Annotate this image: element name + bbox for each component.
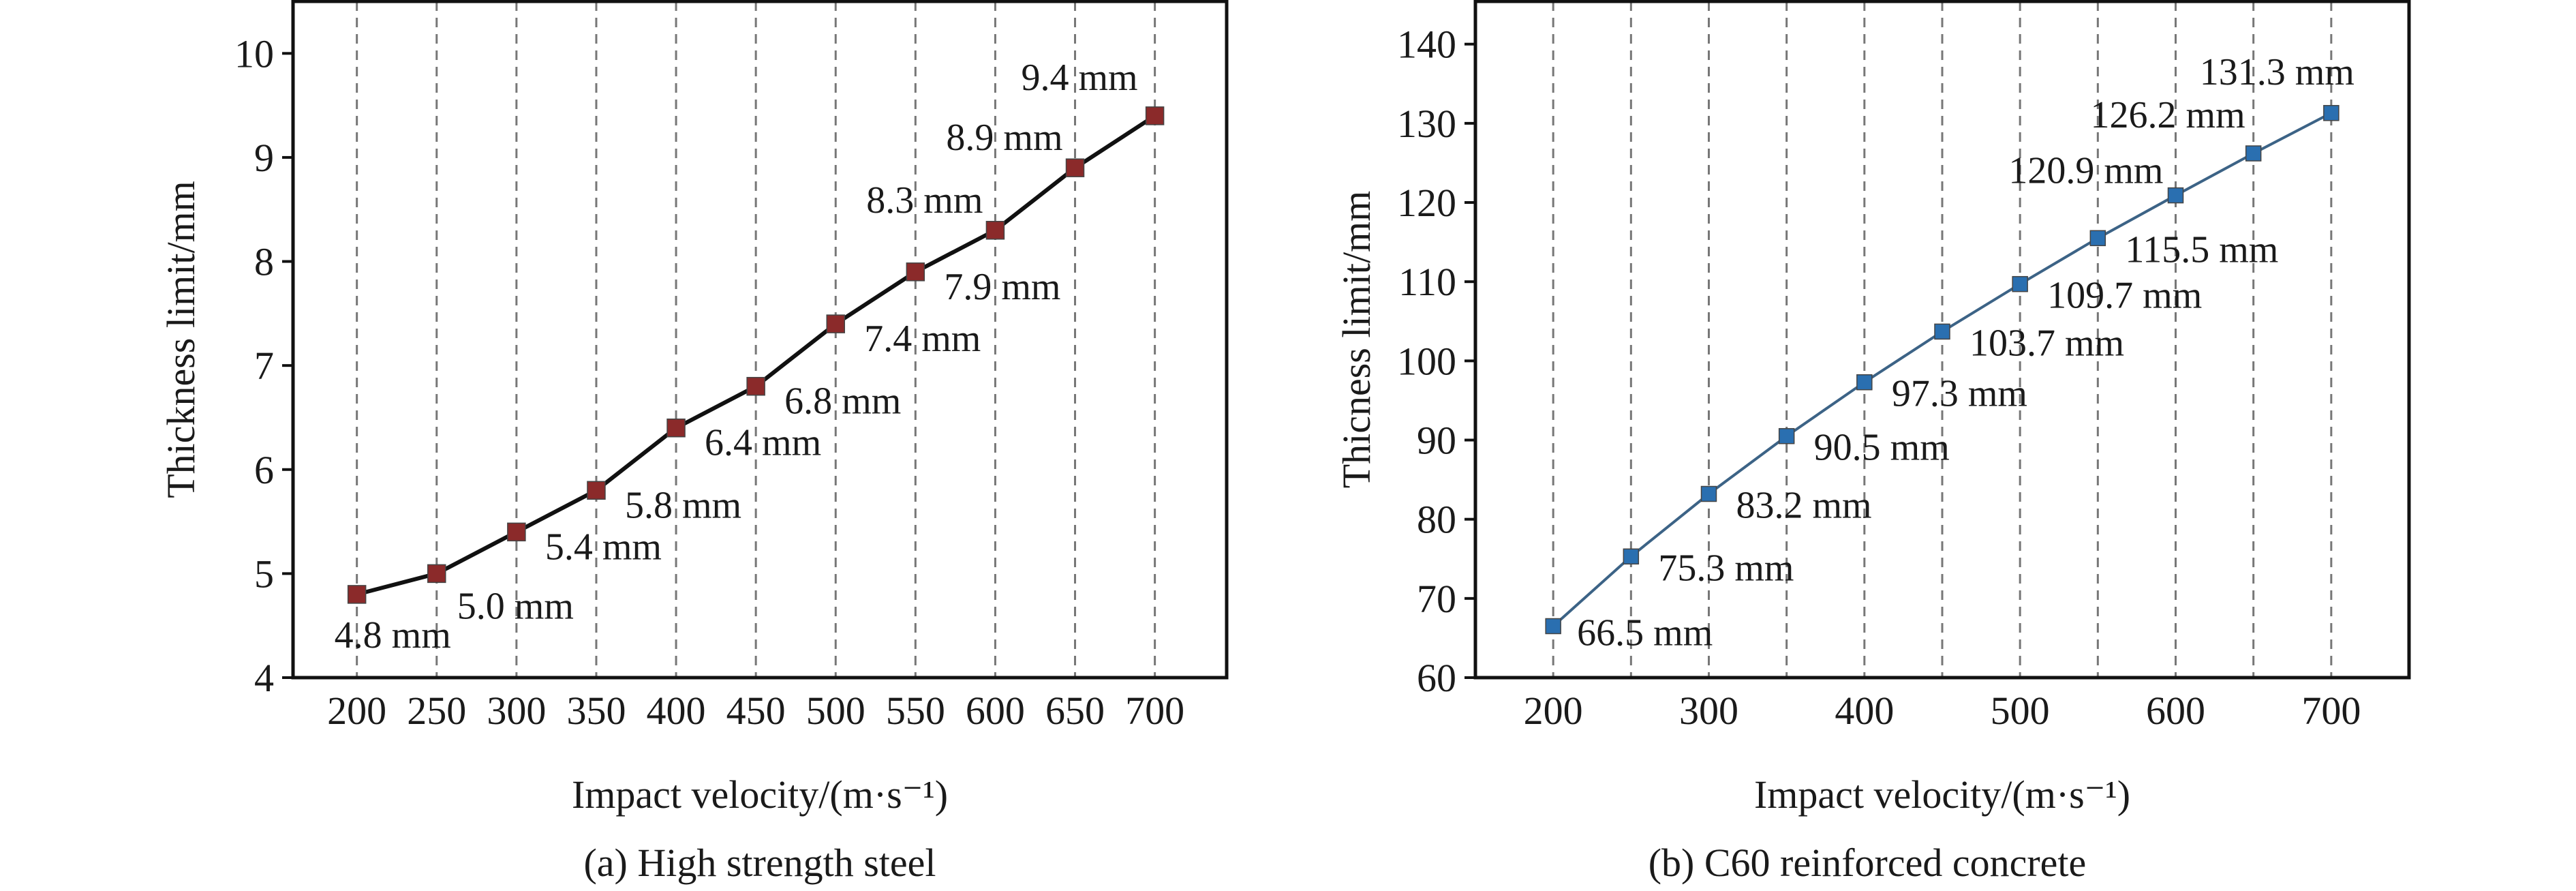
x-tick-label: 400 bbox=[1835, 689, 1894, 733]
data-label: 5.4 mm bbox=[545, 526, 662, 568]
data-label: 103.7 mm bbox=[1969, 322, 2124, 364]
x-tick-label: 700 bbox=[2301, 689, 2361, 733]
x-tick-label: 550 bbox=[886, 689, 945, 733]
data-label: 97.3 mm bbox=[1892, 373, 2027, 415]
plot-frame bbox=[291, 0, 1229, 680]
y-tick-label: 8 bbox=[254, 240, 274, 284]
x-axis-label: Impact velocity/(m·s⁻¹) bbox=[1754, 772, 2130, 817]
data-label: 131.3 mm bbox=[2200, 51, 2355, 93]
y-tick-label: 120 bbox=[1397, 181, 1456, 225]
data-label: 5.8 mm bbox=[625, 484, 741, 526]
data-label: 75.3 mm bbox=[1658, 547, 1794, 589]
data-point bbox=[1545, 618, 1561, 635]
x-tick-label: 600 bbox=[2146, 689, 2205, 733]
x-tick-label: 200 bbox=[327, 689, 386, 733]
data-label: 90.5 mm bbox=[1814, 427, 1950, 469]
y-tick-label: 7 bbox=[254, 344, 274, 388]
data-label: 7.9 mm bbox=[944, 266, 1060, 308]
data-point bbox=[587, 481, 606, 500]
x-tick-label: 700 bbox=[1125, 689, 1184, 733]
y-tick-label: 140 bbox=[1397, 22, 1456, 67]
y-tick-label: 9 bbox=[254, 136, 274, 180]
y-tick-label: 80 bbox=[1417, 498, 1456, 542]
data-point bbox=[826, 314, 845, 333]
data-point bbox=[2323, 105, 2340, 121]
data-point bbox=[2012, 275, 2028, 292]
y-tick-label: 5 bbox=[254, 552, 274, 596]
data-label: 6.4 mm bbox=[705, 422, 821, 464]
x-tick-label: 500 bbox=[806, 689, 865, 733]
data-point bbox=[1778, 427, 1795, 444]
y-tick-label: 6 bbox=[254, 448, 274, 492]
data-label: 126.2 mm bbox=[2091, 94, 2245, 136]
y-tick-label: 4 bbox=[254, 656, 274, 700]
chart-panel-b: 60 70 80 90 100 110 120 130 140 200 300 400 500 600 70… bbox=[1334, 0, 2411, 885]
data-label: 7.4 mm bbox=[864, 318, 981, 360]
data-point bbox=[906, 262, 925, 282]
data-point bbox=[507, 522, 526, 542]
y-tick-label: 90 bbox=[1417, 419, 1456, 463]
x-tick-label: 300 bbox=[1679, 689, 1738, 733]
y-tick-label: 100 bbox=[1397, 339, 1456, 383]
data-point bbox=[985, 221, 1005, 240]
data-label: 8.3 mm bbox=[866, 179, 983, 222]
data-label: 6.8 mm bbox=[784, 380, 901, 423]
x-tick-label: 200 bbox=[1524, 689, 1583, 733]
y-tick-label: 60 bbox=[1417, 656, 1456, 700]
x-axis-label: Impact velocity/(m·s⁻¹) bbox=[572, 772, 948, 817]
data-point bbox=[2089, 230, 2106, 247]
y-axis-label: Thickness limit/mm bbox=[159, 181, 203, 498]
data-point bbox=[746, 376, 765, 396]
data-point bbox=[347, 585, 367, 604]
data-point bbox=[1700, 485, 1717, 502]
panel-caption: (b) C60 reinforced concrete bbox=[1649, 841, 2087, 885]
y-tick-label: 10 bbox=[234, 31, 274, 76]
x-tick-label: 300 bbox=[487, 689, 546, 733]
x-tick-label: 400 bbox=[647, 689, 706, 733]
panel-caption: (a) High strength steel bbox=[583, 841, 936, 885]
x-tick-label: 650 bbox=[1045, 689, 1105, 733]
data-label: 83.2 mm bbox=[1736, 485, 1872, 527]
y-tick-label: 70 bbox=[1417, 577, 1456, 621]
data-label: 120.9 mm bbox=[2008, 150, 2163, 192]
data-point bbox=[1934, 323, 1950, 340]
data-point bbox=[2167, 187, 2184, 204]
data-label: 5.0 mm bbox=[457, 585, 574, 627]
data-point bbox=[1623, 548, 1640, 565]
x-tick-label: 600 bbox=[966, 689, 1025, 733]
data-label: 8.9 mm bbox=[946, 117, 1062, 159]
data-label: 4.8 mm bbox=[335, 614, 451, 656]
y-tick-label: 130 bbox=[1397, 102, 1456, 146]
y-axis-label: Thicness limit/mm bbox=[1334, 191, 1379, 489]
data-label: 66.5 mm bbox=[1577, 611, 1713, 654]
x-tick-label: 450 bbox=[726, 689, 786, 733]
data-point bbox=[666, 418, 686, 438]
x-tick-label: 350 bbox=[566, 689, 626, 733]
y-tick-label: 110 bbox=[1398, 260, 1456, 304]
data-label: 115.5 mm bbox=[2125, 228, 2278, 271]
x-tick-label: 500 bbox=[1991, 689, 2050, 733]
data-point bbox=[427, 564, 446, 584]
data-point bbox=[1145, 106, 1165, 125]
data-point bbox=[1856, 374, 1873, 391]
data-point bbox=[1065, 158, 1085, 177]
data-label: 9.4 mm bbox=[1021, 57, 1137, 99]
data-label: 109.7 mm bbox=[2047, 275, 2202, 317]
data-point bbox=[2245, 145, 2262, 162]
x-tick-label: 250 bbox=[407, 689, 466, 733]
plot-frame bbox=[1473, 0, 2411, 680]
chart-panel-a: 4 5 6 7 8 9 10 200 250 300 350 400 450 500 550 600 650 70… bbox=[159, 0, 1229, 885]
